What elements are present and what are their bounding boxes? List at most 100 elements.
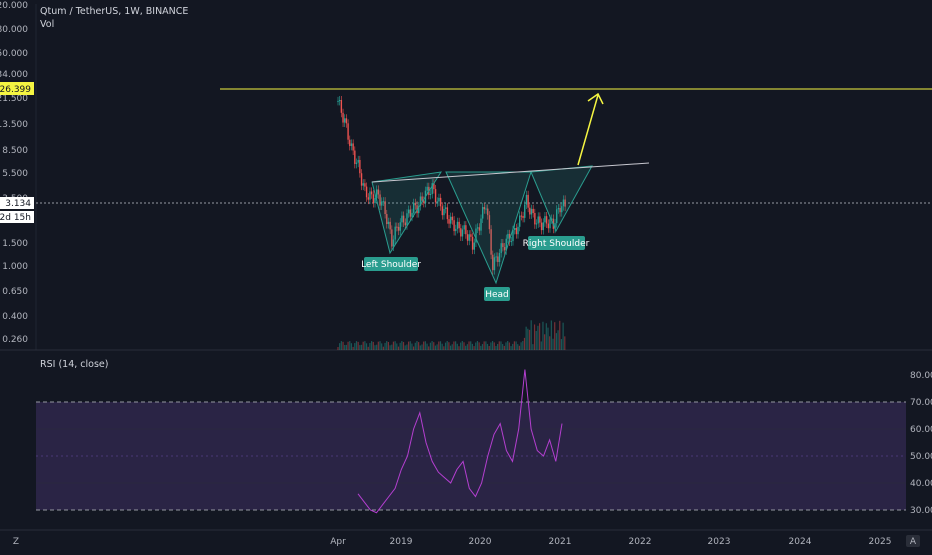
candle-body bbox=[407, 209, 410, 214]
candle-body bbox=[429, 193, 432, 195]
volume-bar bbox=[500, 341, 502, 350]
volume-bar bbox=[497, 343, 499, 350]
candle-body bbox=[561, 206, 563, 213]
price-tick: 5.500 bbox=[2, 169, 28, 179]
candle-body bbox=[381, 201, 383, 206]
candles-series[interactable] bbox=[337, 95, 566, 275]
volume-bar bbox=[532, 344, 534, 350]
price-tick: 8.500 bbox=[2, 146, 28, 156]
candle-body bbox=[466, 234, 469, 241]
volume-bar bbox=[402, 342, 405, 350]
candle-body bbox=[404, 222, 406, 226]
candle-body bbox=[357, 159, 359, 163]
candle-body bbox=[525, 194, 528, 205]
head-shoulders-pattern[interactable] bbox=[371, 92, 650, 285]
time-axis[interactable]: Apr 2019 2020 2021 2022 2023 2024 2025 bbox=[330, 537, 891, 547]
candle-body bbox=[372, 194, 375, 204]
time-tick: 2022 bbox=[629, 537, 652, 547]
candle-body bbox=[562, 199, 565, 207]
auto-scale-button[interactable]: A bbox=[906, 535, 920, 547]
volume-bar bbox=[441, 343, 443, 350]
head-tag[interactable]: Head bbox=[484, 287, 510, 301]
time-tick: 2025 bbox=[869, 537, 892, 547]
left-shoulder-shape[interactable] bbox=[371, 171, 443, 255]
candle-body bbox=[456, 221, 459, 229]
candle-body bbox=[460, 228, 462, 237]
volume-bar bbox=[470, 341, 472, 350]
volume-legend[interactable]: Vol bbox=[40, 19, 54, 30]
candle-body bbox=[414, 202, 417, 206]
volume-bar bbox=[559, 320, 561, 350]
volume-bar bbox=[480, 345, 482, 350]
candle-body bbox=[500, 243, 502, 254]
candle-body bbox=[481, 207, 484, 219]
volume-bar bbox=[362, 341, 364, 350]
candle-body bbox=[386, 214, 388, 225]
volume-bar bbox=[449, 345, 452, 350]
candle-body bbox=[508, 233, 511, 242]
candle-body bbox=[471, 236, 474, 250]
volume-bar bbox=[473, 346, 475, 350]
candle-body bbox=[517, 226, 519, 235]
volume-bar bbox=[439, 341, 442, 350]
volume-bar bbox=[468, 341, 470, 350]
left-shoulder-tag[interactable]: Left Shoulder bbox=[361, 257, 421, 271]
volume-bar bbox=[502, 344, 504, 350]
time-tick: 2021 bbox=[549, 537, 572, 547]
time-tick: 2020 bbox=[469, 537, 492, 547]
resistance-price-badge bbox=[0, 82, 34, 95]
candle-body bbox=[367, 197, 369, 200]
candle-body bbox=[529, 207, 531, 215]
candle-body bbox=[557, 207, 560, 210]
volume-bar bbox=[498, 341, 500, 350]
volume-bar bbox=[381, 343, 383, 350]
volume-bar bbox=[340, 341, 342, 350]
auto-scale-label: A bbox=[910, 537, 917, 547]
price-tick: 0.650 bbox=[2, 287, 28, 297]
volume-bar bbox=[488, 345, 490, 350]
rsi-title[interactable]: RSI (14, close) bbox=[40, 359, 108, 370]
timezone-button[interactable]: Z bbox=[13, 537, 19, 547]
price-tick: 120.000 bbox=[0, 1, 28, 11]
candle-body bbox=[550, 218, 553, 220]
candle-body bbox=[391, 229, 393, 247]
candle-body bbox=[396, 226, 398, 228]
candle-body bbox=[421, 196, 423, 201]
left-shoulder-label: Left Shoulder bbox=[361, 260, 421, 270]
candle-body bbox=[535, 223, 538, 225]
head-label: Head bbox=[485, 290, 509, 300]
candle-body bbox=[503, 247, 506, 251]
candle-body bbox=[492, 254, 494, 271]
right-shoulder-tag[interactable]: Right Shoulder bbox=[523, 236, 590, 250]
volume-bar bbox=[481, 344, 484, 350]
rsi-tick: 80.00 bbox=[910, 371, 932, 381]
volume-bar bbox=[446, 341, 448, 350]
volume-bar bbox=[495, 345, 497, 350]
candle-body bbox=[387, 221, 390, 225]
volume-bar bbox=[508, 342, 510, 350]
neckline[interactable] bbox=[371, 162, 650, 183]
candle-body bbox=[413, 202, 415, 213]
volume-bar bbox=[436, 344, 438, 350]
candle-body bbox=[441, 206, 444, 216]
symbol-legend[interactable]: Qtum / TetherUS, 1W, BINANCE bbox=[40, 6, 188, 17]
candle-body bbox=[347, 123, 349, 140]
volume-bar bbox=[391, 344, 393, 350]
rsi-line bbox=[357, 369, 563, 514]
head-shape[interactable] bbox=[445, 171, 532, 285]
rsi-pane[interactable]: RSI (14, close) 80.00 70.00 60.00 50.00 … bbox=[36, 359, 932, 516]
price-tick: 0.400 bbox=[2, 312, 28, 322]
price-axis[interactable]: 120.000 80.000 50.000 34.000 21.500 13.5… bbox=[0, 1, 28, 345]
candle-body bbox=[463, 225, 465, 230]
candle-body bbox=[443, 208, 445, 216]
volume-bar bbox=[416, 341, 418, 350]
volume-bar bbox=[339, 343, 341, 350]
volume-bar bbox=[352, 346, 354, 350]
candle-body bbox=[559, 207, 561, 213]
volume-bar bbox=[357, 341, 359, 350]
breakout-arrow-line[interactable] bbox=[577, 94, 599, 166]
candle-body bbox=[434, 189, 437, 203]
candle-body bbox=[530, 208, 533, 215]
volume-bar bbox=[349, 341, 351, 350]
